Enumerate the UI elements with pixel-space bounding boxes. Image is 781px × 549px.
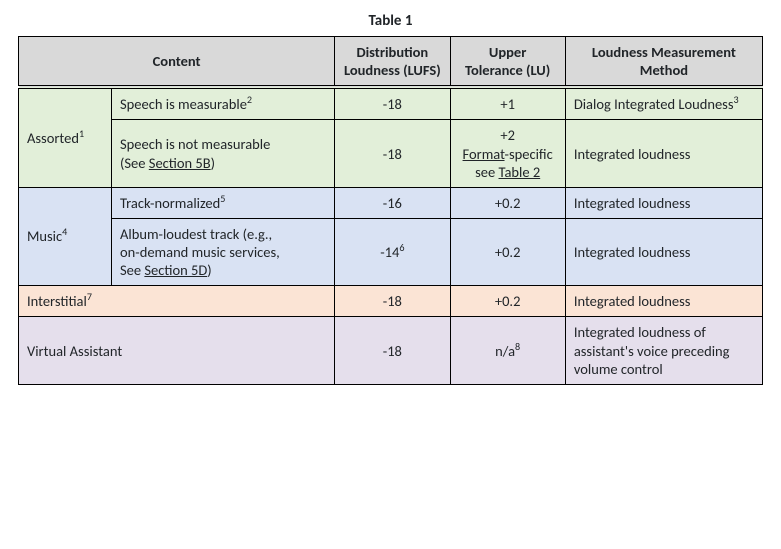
loudness-table: Content Distribution Loudness (LUFS) Upp… bbox=[18, 36, 763, 385]
col-method: Loudness Measurement Method bbox=[565, 37, 762, 88]
row-interstitial: Interstitial7 -18 +0.2 Integrated loudne… bbox=[19, 286, 763, 317]
music-label-sup: 4 bbox=[62, 226, 67, 239]
cell-assorted1-dist: -18 bbox=[335, 87, 450, 120]
assorted2-upper-line2a[interactable]: Format bbox=[463, 145, 505, 163]
cell-assorted2-method: Integrated loudness bbox=[565, 120, 762, 187]
cell-assorted-label: Assorted1 bbox=[19, 87, 112, 187]
music2-dist-sup: 6 bbox=[399, 241, 404, 254]
assorted-label-text: Assorted bbox=[27, 129, 79, 147]
assorted2-sub-line2c: ) bbox=[211, 154, 215, 172]
row-music-2: Album-loudest track (e.g., on-demand mus… bbox=[19, 218, 763, 285]
row-assorted-1: Assorted1 Speech is measurable2 -18 +1 D… bbox=[19, 87, 763, 120]
cell-virtual-upper: n/a8 bbox=[450, 317, 565, 384]
assorted2-sub-line2a: (See bbox=[120, 154, 149, 172]
cell-assorted2-sub: Speech is not measurable (See Section 5B… bbox=[112, 120, 335, 187]
cell-assorted1-method: Dialog Integrated Loudness3 bbox=[565, 87, 762, 120]
table-title: Table 1 bbox=[18, 12, 763, 30]
assorted2-sub-line2b[interactable]: Section 5B bbox=[149, 154, 211, 172]
virtual-upper-sup: 8 bbox=[515, 340, 520, 353]
assorted1-method-sup: 3 bbox=[734, 93, 739, 106]
cell-virtual-method: Integrated loudness of assistant's voice… bbox=[565, 317, 762, 384]
cell-music1-upper: +0.2 bbox=[450, 187, 565, 218]
music2-dist-text: -14 bbox=[380, 243, 399, 261]
cell-music1-sub: Track-normalized5 bbox=[112, 187, 335, 218]
assorted2-upper-line3b[interactable]: Table 2 bbox=[499, 163, 541, 181]
cell-music2-upper: +0.2 bbox=[450, 218, 565, 285]
assorted2-sub-line1: Speech is not measurable bbox=[120, 135, 270, 153]
assorted2-upper-line2b: -specific bbox=[505, 145, 553, 163]
cell-music1-dist: -16 bbox=[335, 187, 450, 218]
assorted1-method-text: Dialog Integrated Loudness bbox=[574, 95, 734, 113]
music-label-text: Music bbox=[27, 227, 62, 245]
col-upper: Upper Tolerance (LU) bbox=[450, 37, 565, 88]
header-row: Content Distribution Loudness (LUFS) Upp… bbox=[19, 37, 763, 88]
music2-sub-line3b[interactable]: Section 5D bbox=[144, 261, 207, 279]
row-music-1: Music4 Track-normalized5 -16 +0.2 Integr… bbox=[19, 187, 763, 218]
cell-interstitial-method: Integrated loudness bbox=[565, 286, 762, 317]
cell-virtual-dist: -18 bbox=[335, 317, 450, 384]
cell-assorted1-upper: +1 bbox=[450, 87, 565, 120]
col-distribution: Distribution Loudness (LUFS) bbox=[335, 37, 450, 88]
assorted2-upper-line3a: see bbox=[475, 163, 498, 181]
music2-sub-line3c: ) bbox=[207, 261, 211, 279]
assorted1-sub-sup: 2 bbox=[247, 93, 252, 106]
cell-music-label: Music4 bbox=[19, 187, 112, 286]
cell-music2-dist: -146 bbox=[335, 218, 450, 285]
assorted1-sub-text: Speech is measurable bbox=[120, 95, 247, 113]
cell-assorted1-sub: Speech is measurable2 bbox=[112, 87, 335, 120]
cell-assorted2-dist: -18 bbox=[335, 120, 450, 187]
cell-interstitial-label: Interstitial7 bbox=[19, 286, 335, 317]
cell-interstitial-dist: -18 bbox=[335, 286, 450, 317]
interstitial-label-sup: 7 bbox=[87, 290, 92, 303]
music2-sub-line1: Album-loudest track (e.g., bbox=[120, 225, 272, 243]
col-content: Content bbox=[19, 37, 335, 88]
interstitial-label-text: Interstitial bbox=[27, 292, 87, 310]
cell-interstitial-upper: +0.2 bbox=[450, 286, 565, 317]
assorted2-upper-line1: +2 bbox=[500, 126, 515, 144]
cell-music1-method: Integrated loudness bbox=[565, 187, 762, 218]
assorted-label-sup: 1 bbox=[79, 127, 84, 140]
row-virtual-assistant: Virtual Assistant -18 n/a8 Integrated lo… bbox=[19, 317, 763, 384]
cell-virtual-label: Virtual Assistant bbox=[19, 317, 335, 384]
music1-sub-text: Track-normalized bbox=[120, 194, 220, 212]
row-assorted-2: Speech is not measurable (See Section 5B… bbox=[19, 120, 763, 187]
music1-sub-sup: 5 bbox=[220, 192, 225, 205]
virtual-upper-text: n/a bbox=[495, 342, 515, 360]
cell-music2-method: Integrated loudness bbox=[565, 218, 762, 285]
cell-music2-sub: Album-loudest track (e.g., on-demand mus… bbox=[112, 218, 335, 285]
cell-assorted2-upper: +2 Format-specific see Table 2 bbox=[450, 120, 565, 187]
music2-sub-line3a: See bbox=[120, 261, 144, 279]
music2-sub-line2: on-demand music services, bbox=[120, 243, 280, 261]
